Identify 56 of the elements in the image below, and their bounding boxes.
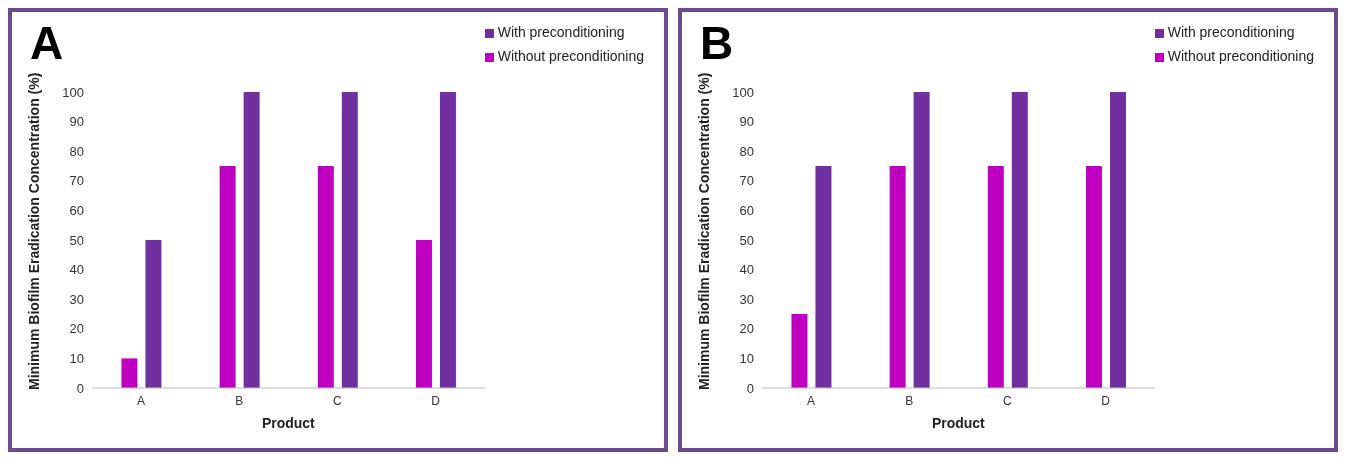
x-tick-label: A <box>137 393 146 408</box>
bar <box>987 166 1004 388</box>
y-tick-label: 80 <box>739 143 754 159</box>
y-tick-label: 10 <box>69 351 84 367</box>
y-tick-label: 20 <box>69 321 84 337</box>
y-tick-label: 40 <box>69 262 84 278</box>
x-axis-title: Product <box>261 415 316 431</box>
legend-label: With preconditioning <box>1167 24 1295 40</box>
y-tick-label: 60 <box>739 203 754 219</box>
bar <box>219 166 236 388</box>
bar <box>815 166 832 388</box>
bar <box>145 240 162 388</box>
y-axis-title: Minimum Biofilm Eradication Concentration (%) <box>695 72 712 390</box>
legend-label: Without preconditioning <box>497 48 644 64</box>
bar <box>1085 166 1102 388</box>
bar <box>1011 92 1028 388</box>
y-tick-label: 0 <box>746 380 754 396</box>
y-tick-label: 90 <box>69 114 84 130</box>
bar <box>913 92 930 388</box>
y-tick-label: 70 <box>69 173 84 189</box>
x-tick-label: B <box>905 393 914 408</box>
y-axis-title: Minimum Biofilm Eradication Concentration (%) <box>25 72 42 390</box>
y-tick-label: 80 <box>69 143 84 159</box>
bar <box>439 92 456 388</box>
bar <box>121 358 138 388</box>
legend-label: With preconditioning <box>497 24 625 40</box>
bar <box>243 92 260 388</box>
chart-title: B <box>700 16 734 70</box>
y-tick-label: 100 <box>62 84 84 100</box>
x-tick-label: B <box>235 393 244 408</box>
y-tick-label: 50 <box>69 232 84 248</box>
y-tick-label: 60 <box>69 203 84 219</box>
x-tick-label: D <box>431 393 441 408</box>
y-tick-label: 40 <box>739 262 754 278</box>
legend-label: Without preconditioning <box>1167 48 1314 64</box>
chart-title: A <box>30 16 64 70</box>
x-tick-label: A <box>807 393 816 408</box>
x-tick-label: C <box>1003 393 1013 408</box>
y-tick-label: 90 <box>739 114 754 130</box>
y-tick-label: 30 <box>69 291 84 307</box>
bar <box>341 92 358 388</box>
bar <box>889 166 906 388</box>
y-tick-label: 10 <box>739 351 754 367</box>
x-axis-title: Product <box>931 415 986 431</box>
x-tick-label: D <box>1101 393 1111 408</box>
bar <box>317 166 334 388</box>
y-tick-label: 100 <box>732 84 754 100</box>
y-tick-label: 70 <box>739 173 754 189</box>
bar <box>1109 92 1126 388</box>
y-tick-label: 20 <box>739 321 754 337</box>
y-tick-label: 30 <box>739 291 754 307</box>
bar <box>415 240 432 388</box>
y-tick-label: 0 <box>76 380 84 396</box>
x-tick-label: C <box>333 393 343 408</box>
bar <box>791 314 808 388</box>
y-tick-label: 50 <box>739 232 754 248</box>
